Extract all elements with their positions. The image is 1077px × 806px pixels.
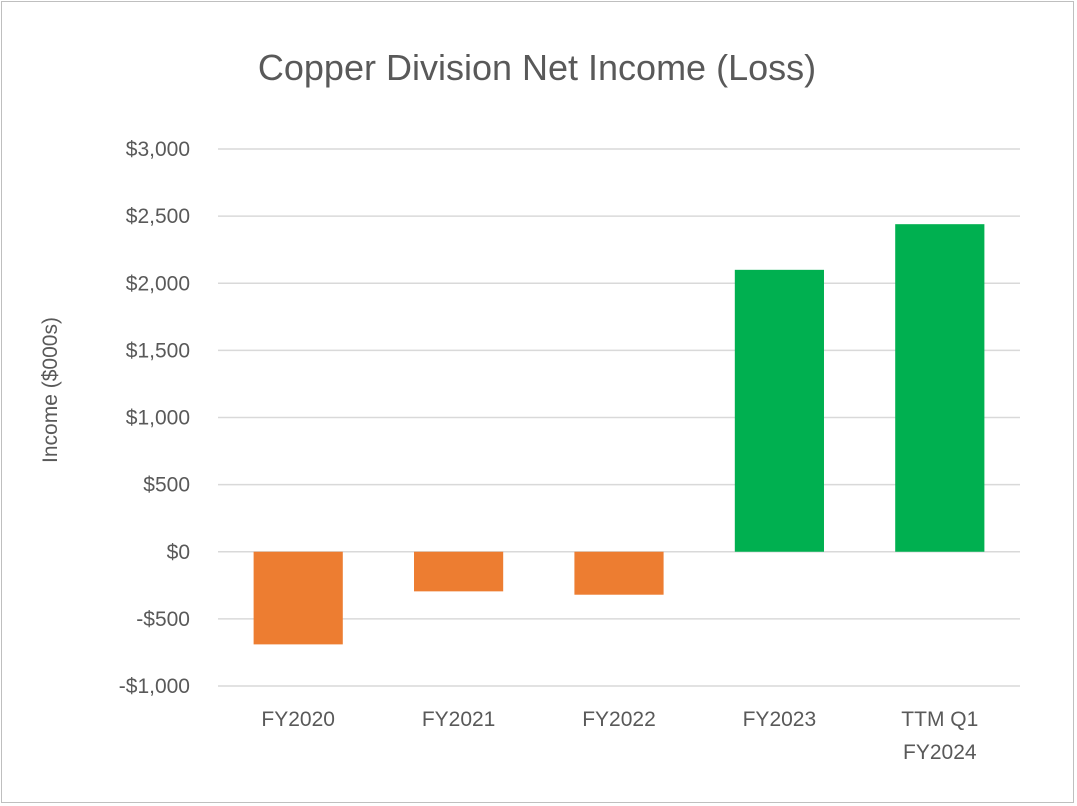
x-tick-label: TTM Q1 [901, 708, 978, 731]
bars [253, 224, 985, 645]
chart-title: Copper Division Net Income (Loss) [258, 47, 816, 88]
y-axis-ticks: $3,000 $2,500 $2,000 $1,500 $1,000 $500 $0 -$50… [119, 138, 190, 698]
y-tick-label: $2,000 [126, 272, 190, 295]
bar [253, 551, 343, 645]
bar [414, 551, 504, 592]
y-tick-label: $500 [143, 474, 190, 497]
bar [895, 224, 985, 552]
bar [574, 551, 664, 595]
y-tick-label: -$500 [136, 608, 190, 631]
y-tick-label: $1,500 [126, 339, 190, 362]
x-axis-ticks: FY2020 FY2021 FY2022 FY2023 TTM Q1 FY2024 [261, 708, 978, 764]
x-tick-label: FY2023 [743, 708, 817, 731]
gridlines [218, 148, 1020, 687]
x-tick-label: FY2021 [422, 708, 496, 731]
bar [734, 269, 824, 552]
y-tick-label: $0 [167, 541, 190, 564]
y-tick-label: $2,500 [126, 205, 190, 228]
x-tick-label: FY2022 [582, 708, 656, 731]
y-tick-label: $1,000 [126, 407, 190, 430]
y-axis-label: Income ($000s) [39, 317, 62, 463]
x-tick-label: FY2024 [903, 741, 977, 764]
y-tick-label: $3,000 [126, 138, 190, 161]
y-tick-label: -$1,000 [119, 675, 190, 698]
x-tick-label: FY2020 [261, 708, 335, 731]
